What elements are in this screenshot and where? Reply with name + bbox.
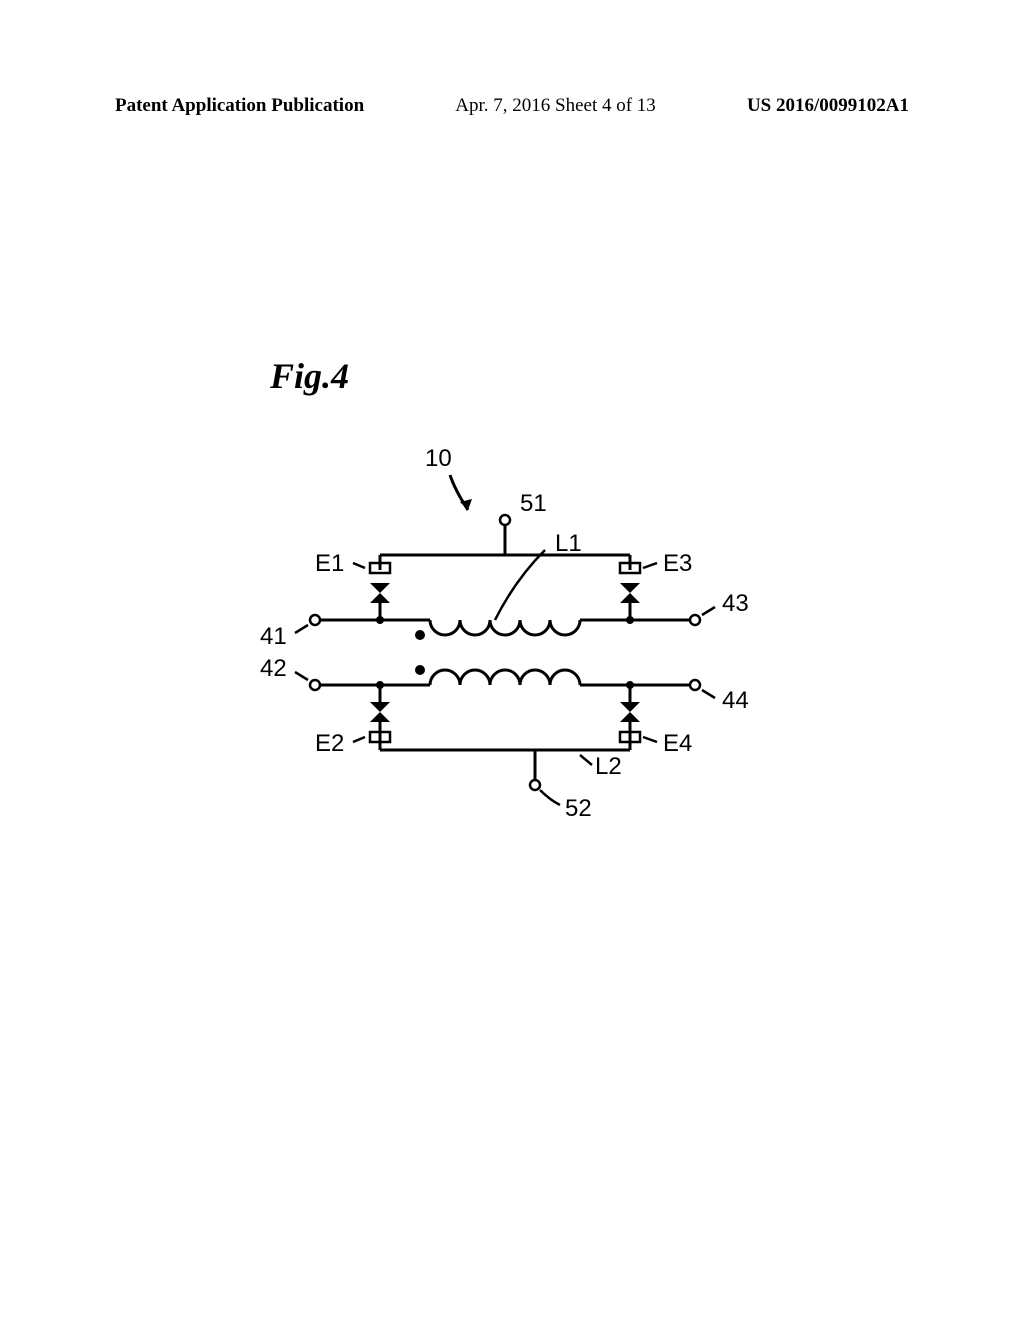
label-e3: E3 — [663, 550, 692, 578]
header-left: Patent Application Publication — [115, 95, 364, 117]
label-51: 51 — [520, 490, 547, 518]
figure-label: Fig.4 — [270, 355, 349, 397]
element-e2 — [353, 685, 390, 750]
label-10: 10 — [425, 445, 452, 473]
top-wire — [295, 607, 715, 640]
label-e4: E4 — [663, 730, 692, 758]
l1-leader — [495, 550, 545, 620]
element-e1 — [353, 555, 390, 620]
header-right: US 2016/0099102A1 — [747, 95, 909, 117]
label-e2: E2 — [315, 730, 344, 758]
terminal-51 — [500, 515, 510, 555]
bottom-wire — [295, 665, 715, 698]
terminal-52 — [530, 750, 560, 805]
label-l1: L1 — [555, 530, 582, 558]
label-43: 43 — [722, 590, 749, 618]
label-l2: L2 — [595, 753, 622, 781]
header-center: Apr. 7, 2016 Sheet 4 of 13 — [455, 95, 656, 117]
element-e4 — [620, 685, 657, 750]
label-e1: E1 — [315, 550, 344, 578]
assembly-ref-arrow — [450, 475, 472, 510]
element-e3 — [620, 555, 657, 620]
label-42: 42 — [260, 655, 287, 683]
label-52: 52 — [565, 795, 592, 823]
circuit-diagram: 10 51 L1 E1 E3 41 43 42 44 E2 E4 L2 52 — [280, 455, 760, 835]
label-44: 44 — [722, 687, 749, 715]
l2-leader — [580, 755, 592, 765]
label-41: 41 — [260, 623, 287, 651]
